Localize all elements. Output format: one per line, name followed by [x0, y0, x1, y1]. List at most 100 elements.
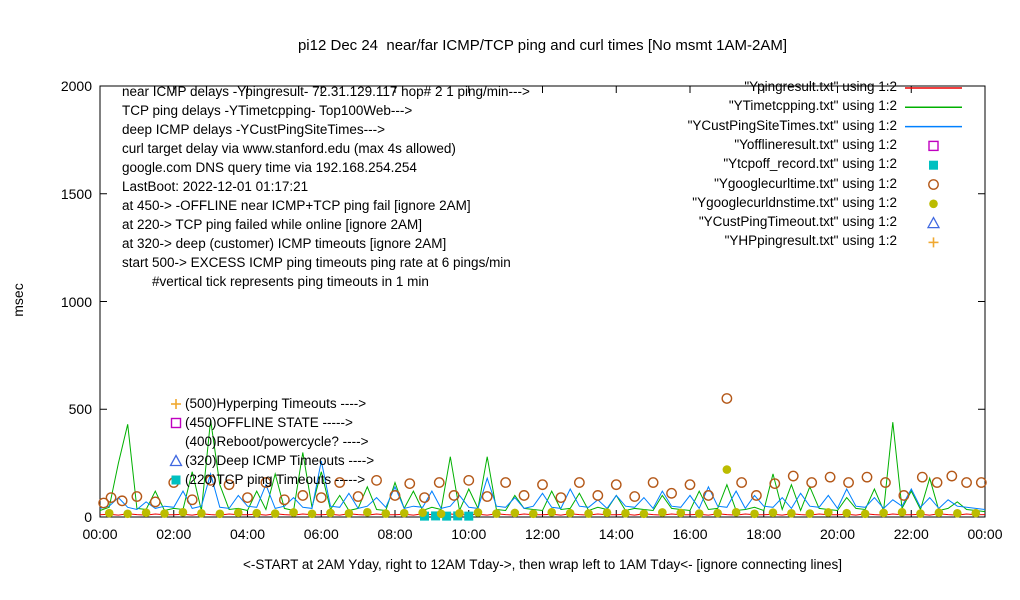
circle-open-marker — [736, 477, 748, 488]
legend-item-label: "YCustPingTimeout.txt" using 1:2 — [698, 214, 897, 230]
circle-filled-marker — [381, 509, 391, 518]
circle-open-marker — [824, 471, 836, 483]
circle-open-marker — [105, 492, 117, 504]
annotation-line: google.com DNS query time via 192.168.25… — [122, 160, 417, 175]
circle-filled-marker — [916, 509, 925, 518]
circle-open-marker — [555, 492, 567, 504]
circle-filled-marker — [694, 509, 704, 518]
annotation-line: curl target delay via www.stanford.edu (… — [122, 141, 456, 156]
x-tick-label: 00:00 — [967, 526, 1003, 542]
plot-annotation-label: (500)Hyperping Timeouts ----> — [185, 396, 367, 411]
circle-open-marker — [721, 393, 733, 404]
triangle-open-marker — [926, 216, 941, 229]
circle-open-marker — [315, 492, 327, 504]
circle-open-marker — [961, 477, 972, 488]
circle-open-marker — [916, 471, 928, 483]
legend-item-label: "Ytcpoff_record.txt" using 1:2 — [723, 156, 897, 172]
circle-filled-marker — [528, 509, 538, 519]
circle-open-marker — [98, 497, 110, 509]
circle-filled-marker — [547, 507, 557, 517]
circle-open-marker — [684, 479, 696, 491]
circle-open-marker — [297, 490, 309, 501]
circle-open-marker — [573, 477, 585, 488]
square-open-marker — [170, 417, 182, 429]
x-tick-label: 12:00 — [524, 526, 561, 542]
circle-open-marker — [647, 477, 659, 488]
circle-filled-marker — [897, 507, 907, 517]
circle-filled-marker — [160, 509, 169, 518]
square-filled-marker — [464, 511, 474, 521]
circle-open-marker — [404, 478, 416, 489]
x-tick-label: 14:00 — [598, 526, 634, 542]
circle-open-marker — [334, 477, 346, 488]
circle-filled-marker — [473, 508, 483, 517]
circle-filled-marker — [602, 508, 612, 517]
circle-open-marker — [518, 490, 530, 501]
circle-filled-marker — [104, 508, 114, 518]
x-tick-label: 20:00 — [819, 526, 856, 542]
x-tick-label: 00:00 — [82, 526, 118, 542]
circle-filled-marker — [418, 508, 427, 517]
circle-filled-marker — [363, 507, 372, 517]
annotation-line: LastBoot: 2022-12-01 01:17:21 — [122, 179, 309, 194]
legend-item-label: "YTimetcpping.txt" using 1:2 — [728, 98, 897, 114]
circle-open-marker — [769, 478, 781, 489]
circle-open-marker — [352, 491, 364, 502]
annotation-line: deep ICMP delays -YCustPingSiteTimes---> — [122, 122, 385, 137]
legend-item-label: "Ypingresult.txt" using 1:2 — [744, 79, 897, 94]
circle-open-marker — [149, 496, 161, 508]
square-filled-marker — [431, 511, 441, 521]
circle-filled-marker — [399, 508, 409, 518]
circle-filled-marker — [178, 507, 188, 517]
annotation-line: at 220-> TCP ping failed while online [i… — [122, 217, 423, 232]
circle-filled-marker — [731, 507, 741, 517]
circle-open-marker — [806, 477, 818, 488]
circle-filled-marker — [510, 508, 520, 518]
circle-filled-marker — [326, 508, 335, 518]
circle-filled-marker — [215, 509, 225, 519]
square-filled-marker — [442, 511, 452, 521]
circle-filled-marker — [584, 509, 593, 518]
x-tick-label: 02:00 — [156, 526, 192, 542]
circle-filled-marker — [123, 509, 132, 519]
circle-filled-marker — [768, 508, 778, 517]
circle-open-marker — [242, 492, 253, 504]
circle-open-marker — [975, 477, 987, 488]
legend-item-label: "Ygooglecurldnstime.txt" using 1:2 — [692, 194, 897, 210]
circle-filled-marker — [805, 509, 815, 518]
circle-filled-marker — [270, 509, 280, 518]
y-tick-label: 1500 — [60, 185, 92, 202]
circle-filled-marker — [639, 509, 649, 519]
x-tick-label: 22:00 — [893, 526, 929, 542]
circle-filled-marker — [455, 509, 464, 518]
circle-open-marker — [463, 474, 475, 486]
circle-filled-marker — [713, 508, 722, 518]
circle-open-marker — [419, 492, 430, 504]
circle-filled-marker — [750, 509, 759, 519]
triangle-open-marker — [169, 454, 183, 467]
circle-filled-marker — [565, 508, 575, 518]
circle-open-marker — [750, 490, 762, 501]
series-line — [99, 419, 986, 513]
circle-open-marker — [629, 491, 641, 502]
circle-filled-marker — [252, 508, 262, 518]
circle-filled-marker — [492, 509, 501, 518]
plot-annotation-label: (220)TCP ping Timeouts -----> — [185, 472, 366, 487]
circle-filled-marker — [879, 508, 888, 518]
circle-filled-marker — [953, 509, 962, 518]
circle-filled-marker — [289, 508, 298, 517]
circle-filled-marker — [197, 509, 206, 518]
circle-filled-marker — [621, 509, 630, 518]
circle-open-marker — [843, 477, 854, 488]
circle-open-marker — [610, 479, 622, 491]
circle-filled-marker — [842, 508, 852, 518]
circle-open-marker — [481, 491, 493, 502]
x-tick-label: 06:00 — [303, 526, 339, 542]
circle-filled-marker — [658, 508, 667, 517]
circle-open-marker — [537, 479, 548, 491]
series-line — [99, 513, 986, 516]
legend-item-label: "YCustPingSiteTimes.txt" using 1:2 — [687, 117, 897, 133]
y-tick-label: 1000 — [60, 293, 92, 310]
